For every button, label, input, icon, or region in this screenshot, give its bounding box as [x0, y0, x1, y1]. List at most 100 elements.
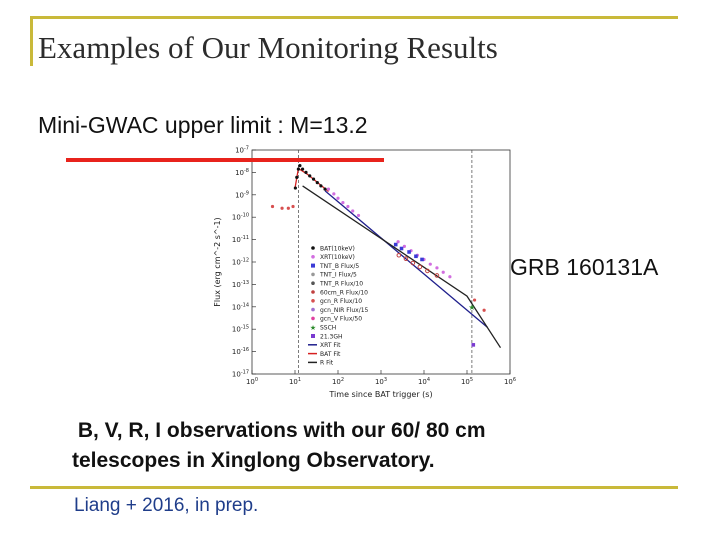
data-point: [396, 252, 402, 258]
data-point: [336, 196, 340, 200]
data-point: [414, 254, 418, 259]
legend-swatch: [311, 299, 315, 303]
y-tick-label: 10-16: [232, 347, 249, 356]
data-point: [396, 240, 400, 244]
data-point: [280, 206, 284, 210]
data-point: [448, 275, 452, 279]
data-point: [417, 264, 423, 270]
y-tick-label: 10-10: [232, 213, 249, 222]
legend-label: XRT(10keV): [320, 254, 355, 261]
data-point: [351, 209, 355, 213]
x-tick-label: 102: [332, 377, 344, 386]
bottom-frame-line: [30, 486, 678, 489]
legend-swatch: [311, 307, 315, 312]
data-point: [356, 213, 361, 218]
x-tick-label: 105: [461, 377, 473, 386]
fit-line: [302, 185, 502, 349]
data-point: [441, 270, 445, 274]
y-tick-label: 10-8: [235, 168, 249, 177]
data-point: ★: [468, 303, 475, 312]
y-tick-label: 10-13: [232, 280, 249, 289]
legend-swatch: [311, 272, 315, 277]
data-point: [471, 343, 476, 347]
data-point: [326, 187, 331, 191]
data-point: [472, 298, 477, 302]
legend-label: gcn_V Flux/50: [320, 316, 362, 323]
legend-label: R Fit: [320, 360, 334, 367]
data-point: [304, 170, 308, 174]
data-point: [420, 257, 424, 262]
legend-swatch: [311, 316, 315, 321]
data-point: [399, 246, 404, 251]
slide-title: Examples of Our Monitoring Results: [38, 30, 498, 65]
upper-limit-line: [66, 158, 384, 162]
y-tick-label: 10-12: [232, 258, 249, 267]
observations-text: B, V, R, I observations with our 60/ 80 …: [72, 419, 486, 472]
y-axis-label: Flux (erg cm^-2 s^-1): [213, 217, 222, 306]
data-point: [346, 204, 350, 209]
data-point: [482, 308, 486, 312]
data-point: [315, 181, 319, 185]
data-point: [403, 256, 409, 262]
data-point: [295, 175, 299, 179]
legend-label: TNT_I Flux/5: [319, 272, 357, 279]
plot-frame: [251, 149, 511, 375]
legend-label: 60cm_R Flux/10: [320, 289, 368, 296]
x-tick-label: 104: [418, 377, 430, 386]
data-point: [428, 262, 432, 266]
data-point: [407, 250, 411, 254]
x-tick-label: 103: [375, 377, 387, 386]
x-axis-label: Time since BAT trigger (s): [328, 390, 432, 399]
legend-label: SSCH: [320, 325, 336, 332]
x-tick-label: 100: [246, 377, 258, 386]
legend-swatch: ★: [310, 324, 316, 332]
legend-swatch: [311, 255, 315, 259]
top-frame-line: [30, 16, 678, 19]
legend-swatch: [311, 290, 315, 294]
legend-label: gcn_R Flux/10: [320, 298, 362, 305]
legend-label: XRT Fit: [320, 342, 341, 349]
data-point: [332, 192, 336, 196]
data-point: [293, 186, 297, 190]
data-point: [323, 187, 327, 191]
x-tick-label: 101: [289, 377, 301, 386]
legend-swatch: [311, 334, 315, 338]
data-point: [291, 204, 295, 209]
data-point: [308, 174, 312, 178]
y-tick-label: 10-7: [235, 146, 249, 155]
credit-text: Liang + 2016, in prep.: [74, 495, 259, 516]
data-point: [435, 266, 439, 270]
legend-label: 21.3GH: [320, 333, 343, 340]
data-point: [286, 206, 290, 210]
data-point: [270, 204, 275, 209]
light-curve-chart: 100 101 102 103 104 105 106 10-7 10-8 10-9 10-10 10…: [213, 146, 516, 400]
legend-swatch: [311, 263, 315, 268]
data-point: [402, 244, 406, 248]
legend-label: TNT_B Flux/5: [319, 263, 359, 270]
y-tick-label: 10-17: [232, 370, 249, 379]
y-tick-label: 10-15: [232, 325, 249, 334]
legend-label: gcn_NIR Flux/15: [320, 307, 369, 314]
left-frame-line: [30, 16, 33, 66]
upper-limit-label: Mini-GWAC upper limit : M=13.2: [38, 112, 368, 138]
data-point: [393, 242, 398, 247]
y-tick-label: 10-11: [232, 235, 249, 244]
data-point: [296, 167, 301, 171]
grb-label: GRB 160131A: [510, 254, 659, 280]
data-point: [298, 164, 302, 168]
y-tick-label: 10-14: [232, 302, 249, 311]
legend-label: TNT_R Flux/10: [319, 281, 363, 288]
data-point: [300, 167, 305, 171]
data-point: [410, 260, 416, 266]
fit-line: [324, 190, 488, 328]
legend-label: BAT(10keV): [320, 245, 355, 252]
y-tick-label: 10-9: [235, 190, 249, 199]
data-point: [425, 268, 430, 274]
legend-swatch: [311, 246, 315, 250]
legend-label: BAT Fit: [320, 351, 341, 358]
data-point: [311, 177, 316, 181]
legend-swatch: [311, 281, 315, 285]
data-point: [341, 200, 345, 205]
data-point: [434, 273, 440, 278]
x-tick-label: 106: [504, 377, 516, 386]
